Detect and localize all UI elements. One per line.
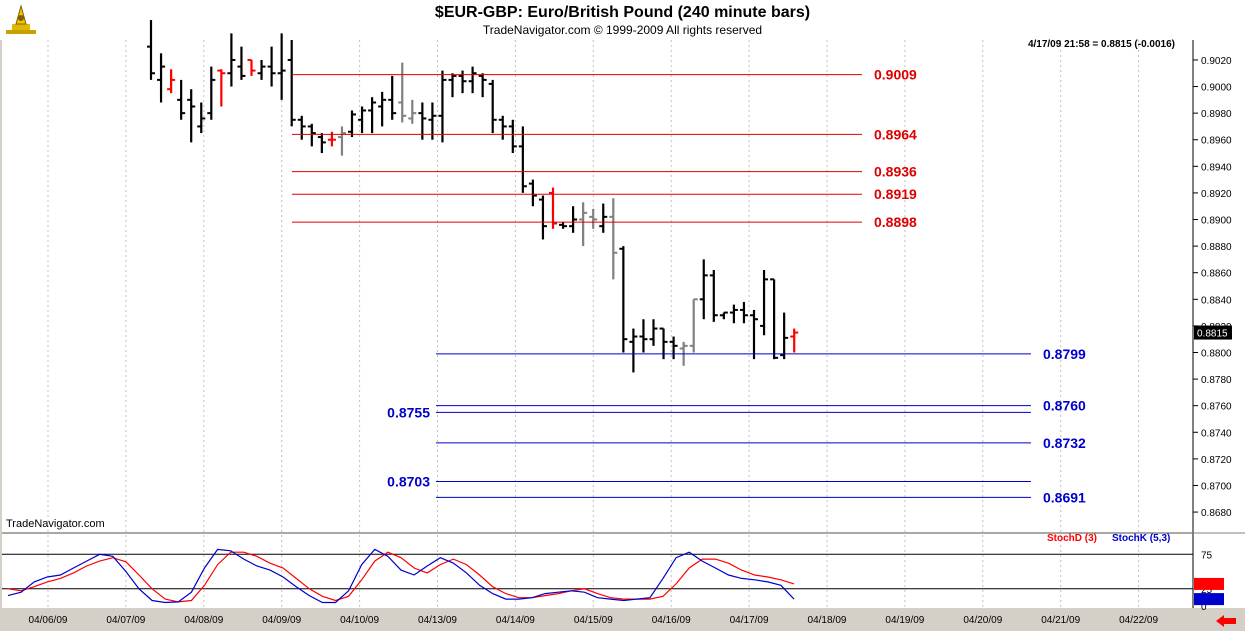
stoch-tick-label: 25	[1201, 585, 1213, 596]
title-bar: $EUR-GBP: Euro/British Pound (240 minute…	[0, 0, 1245, 41]
price-level-label: 0.8755	[387, 404, 430, 420]
price-level-label: 0.8799	[1043, 346, 1086, 362]
price-level-label: 0.8936	[874, 164, 917, 180]
last-price-tag-label: 0.8815	[1197, 329, 1228, 340]
price-tick-label: 0.9000	[1201, 83, 1232, 94]
date-tick-label: 04/06/09	[29, 615, 68, 626]
date-tick-label: 04/14/09	[496, 615, 535, 626]
stoch-tick-label: 75	[1201, 550, 1213, 561]
stoch-series-line	[7, 551, 795, 603]
chart-title: $EUR-GBP: Euro/British Pound (240 minute…	[434, 4, 811, 21]
price-tick-label: 0.8740	[1201, 428, 1232, 439]
last-price-info: 4/17/09 21:58 = 0.8815 (-0.0016)	[1027, 39, 1175, 50]
price-level-label: 0.8691	[1043, 489, 1086, 505]
price-level-label: 0.8919	[874, 186, 917, 202]
trade-navigator-logo-icon	[6, 4, 36, 34]
price-tick-label: 0.8680	[1201, 508, 1232, 519]
date-tick-label: 04/15/09	[574, 615, 613, 626]
price-tick-label: 0.8880	[1201, 242, 1232, 253]
price-tick-label: 0.9020	[1201, 56, 1232, 67]
price-tick-label: 0.8940	[1201, 162, 1232, 173]
scroll-back-arrow-icon[interactable]	[1213, 613, 1239, 629]
date-tick-label: 04/10/09	[340, 615, 379, 626]
date-tick-label: 04/21/09	[1041, 615, 1080, 626]
stoch-series-line	[7, 548, 795, 604]
price-tick-label: 0.8980	[1201, 109, 1232, 120]
price-tick-label: 0.8920	[1201, 189, 1232, 200]
chart-subtitle: TradeNavigator.com © 1999-2009 All right…	[482, 23, 763, 37]
date-axis-strip	[0, 608, 1245, 631]
price-level-label: 0.8703	[387, 473, 430, 489]
stochastic-panel[interactable]	[2, 534, 1193, 608]
price-level-label: 0.9009	[874, 67, 917, 83]
date-tick-label: 04/20/09	[963, 615, 1002, 626]
price-tick-label: 0.8800	[1201, 348, 1232, 359]
legend-stochd: StochD (3)	[1047, 533, 1097, 544]
last-price-tag	[1194, 325, 1232, 340]
date-tick-label: 04/17/09	[730, 615, 769, 626]
price-level-label: 0.8760	[1043, 398, 1086, 414]
price-tick-label: 0.8700	[1201, 481, 1232, 492]
price-tick-label: 0.8840	[1201, 295, 1232, 306]
price-tick-label: 0.8960	[1201, 136, 1232, 147]
date-tick-label: 04/08/09	[184, 615, 223, 626]
date-tick-label: 04/18/09	[808, 615, 847, 626]
price-tick-label: 0.8780	[1201, 375, 1232, 386]
price-level-label: 0.8898	[874, 214, 917, 230]
watermark-label: TradeNavigator.com	[6, 518, 105, 530]
price-tick-label: 0.8720	[1201, 455, 1232, 466]
date-tick-label: 04/07/09	[106, 615, 145, 626]
price-tick-label: 0.8900	[1201, 216, 1232, 227]
date-tick-label: 04/09/09	[262, 615, 301, 626]
date-tick-label: 04/16/09	[652, 615, 691, 626]
price-level-label: 0.8732	[1043, 435, 1086, 451]
price-tick-label: 0.8860	[1201, 269, 1232, 280]
legend-stochk: StochK (5,3)	[1112, 533, 1171, 544]
price-axis-panel[interactable]	[1193, 40, 1245, 608]
stoch-tick-label: 0	[1201, 602, 1207, 613]
date-tick-label: 04/13/09	[418, 615, 457, 626]
stochk-value-tag	[1194, 593, 1224, 606]
stochd-value-tag	[1194, 577, 1224, 590]
date-tick-label: 04/19/09	[885, 615, 924, 626]
price-tick-label: 0.8760	[1201, 402, 1232, 413]
date-tick-label: 04/22/09	[1119, 615, 1158, 626]
price-level-label: 0.8964	[874, 126, 917, 142]
